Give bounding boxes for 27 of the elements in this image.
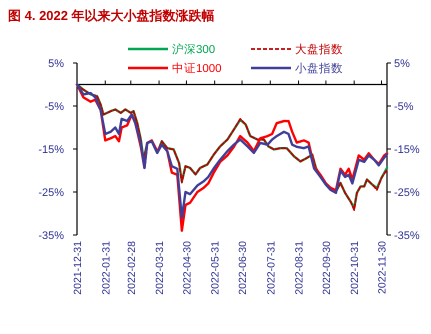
legend-label: 大盘指数 <box>295 43 343 56</box>
x-tick-label: 2022-07-31 <box>265 240 278 295</box>
y-tick-label: -35% <box>38 230 64 242</box>
y-tick-label: -25% <box>38 187 64 199</box>
title: 图 4. 2022 年以来大小盘指数涨跌幅 <box>8 8 215 23</box>
x-tick-label: 2022-08-31 <box>294 240 306 295</box>
x-tick-label: 2022-10-31 <box>349 240 362 295</box>
x-tick-label: 2022-09-30 <box>320 240 333 295</box>
legend-label: 小盘指数 <box>295 62 343 75</box>
x-tick-label: 2022-04-30 <box>181 240 194 295</box>
y-tick-label: -5% <box>44 101 64 113</box>
legend-label: 中证1000 <box>172 62 222 75</box>
y2-tick-label: 5% <box>394 58 410 70</box>
y2-tick-label: -25% <box>394 187 420 199</box>
x-tick-label: 2021-12-31 <box>72 240 84 295</box>
y-tick-label: 5% <box>48 58 64 70</box>
y2-tick-label: -15% <box>394 144 420 156</box>
x-tick-label: 2022-05-31 <box>210 240 222 295</box>
y-tick-label: -15% <box>38 144 64 156</box>
x-tick-label: 2022-06-30 <box>237 240 250 295</box>
y2-tick-label: -35% <box>394 230 420 242</box>
y2-tick-label: -5% <box>394 101 414 113</box>
legend-label: 沪深300 <box>172 42 216 56</box>
x-tick-label: 2022-03-31 <box>154 240 166 295</box>
x-tick-label: 2022-01-31 <box>100 240 112 295</box>
x-tick-label: 2022-02-28 <box>126 240 138 295</box>
x-tick-label: 2022-11-30 <box>376 240 389 294</box>
